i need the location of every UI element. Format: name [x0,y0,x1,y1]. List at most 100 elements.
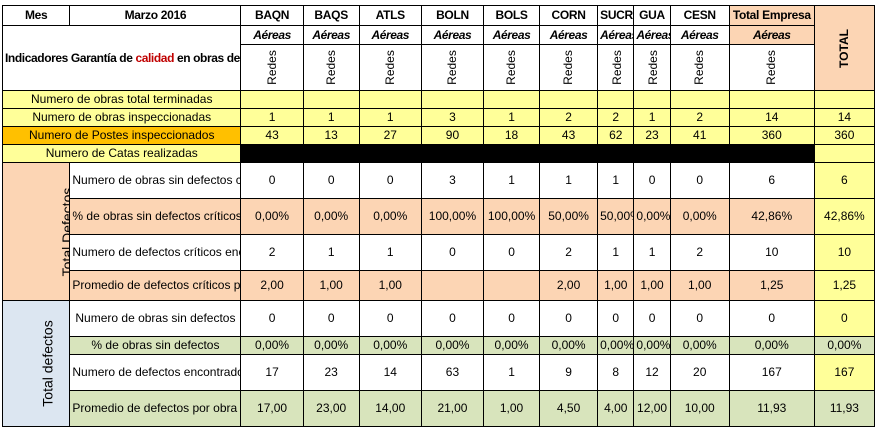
total-cell: 0 [813,300,876,337]
value-cell: 1 [483,108,541,127]
value-cell: 2,00 [539,270,599,301]
value-cell: 0 [302,300,360,337]
value-cell: 1 [597,234,635,271]
value-cell: 20 [669,354,730,391]
total-cell: 10 [813,234,876,271]
value-cell: 1,00 [669,270,730,301]
value-cell: 2 [240,234,304,271]
row-defectos-encontrados: Numero de defectos encontrados 17 23 14 … [3,354,876,391]
col-header-total: TOTAL [813,5,876,91]
section-title-text: Total Defectos Críticos para el Activo [59,187,70,276]
total-cell [813,144,876,163]
value-cell: 21,00 [420,390,485,427]
value-cell: 1,00 [633,270,671,301]
col-header-gua: GUA [633,5,671,26]
value-cell [728,144,815,163]
indicators-table: Mes Marzo 2016 BAQN BAQS ATLS BOLN BOLS … [1,5,876,427]
total-cell: 11,93 [813,390,876,427]
row-promedio-defectos-criticos: Promedio de defectos críticos por obra c… [3,270,876,301]
value-cell [597,90,635,109]
value-cell: 0 [539,300,599,337]
value-cell [483,270,541,301]
row-label: Numero de Postes inspeccionados [1,126,242,145]
total-cell: 14 [813,108,876,127]
row-obras-terminadas: Numero de obras total terminadas [1,90,876,109]
redes-label: Redes [609,50,624,85]
value-cell: 43 [539,126,599,145]
value-cell: 1 [633,234,671,271]
value-cell: 0 [633,162,671,199]
value-cell: 14 [358,354,422,391]
subheader-cell: Aéreas [420,25,485,45]
col-header-baqn: BAQN [240,5,304,26]
col-header-cesn: CESN [669,5,730,26]
value-cell: 360 [728,126,815,145]
redes-cell: Redes [483,44,541,91]
value-cell [302,90,360,109]
value-cell: 10 [728,234,815,271]
total-cell: 42,86% [813,198,876,235]
value-cell: 2,00 [240,270,304,301]
subheader-cell: Aéreas [240,25,304,45]
value-cell: 0,00% [483,336,541,355]
value-cell [669,144,730,163]
subheader-cell: Aéreas [633,25,671,45]
col-header-baqs: BAQS [302,5,360,26]
value-cell: 2 [669,108,730,127]
redes-row: Redes Redes Redes Redes Redes Redes Rede… [3,44,875,91]
value-cell: 42,86% [728,198,815,235]
redes-cell: Redes [728,44,815,91]
redes-label: Redes [504,50,519,85]
row-label: Promedio de defectos críticos por obra c… [69,270,242,301]
col-header-corn: CORN [539,5,599,26]
value-cell: 1 [240,108,304,127]
col-header-bols: BOLS [483,5,541,26]
redes-label: Redes [382,50,397,85]
redes-label: Redes [561,50,576,85]
value-cell: 1,00 [483,390,541,427]
value-cell: 0,00% [539,336,599,355]
row-label: Numero de Catas realizadas [1,144,242,163]
value-cell: 14 [728,108,815,127]
value-cell: 1 [539,162,599,199]
redes-label: Redes [646,50,661,85]
value-cell: 2 [539,108,599,127]
total-cell: 360 [813,126,876,145]
section-title-criticos: Total Defectos Críticos para el Activo [1,162,71,301]
value-cell: 4,00 [597,390,635,427]
value-cell: 62 [597,126,635,145]
value-cell [483,144,541,163]
redes-label: Redes [264,50,279,85]
row-obras-sin-defectos: Total defectos Numero de obras sin defec… [1,300,876,427]
value-cell: 4,50 [539,390,599,427]
row-pct-obras-sin-defectos-criticos: % de obras sin defectos críticos 0,00% 0… [3,198,876,235]
value-cell: 0,00% [240,336,304,355]
redes-cell: Redes [633,44,671,91]
value-cell [302,144,360,163]
row-label: % de obras sin defectos críticos [69,198,242,235]
value-cell: 41 [669,126,730,145]
value-cell [420,270,485,301]
header-row: Mes Marzo 2016 BAQN BAQS ATLS BOLN BOLS … [1,5,876,91]
value-cell: 23,00 [302,390,360,427]
value-cell: 12 [633,354,671,391]
value-cell: 0 [302,162,360,199]
value-cell: 23 [302,354,360,391]
redes-label: Redes [692,50,707,85]
value-cell: 1 [358,108,422,127]
value-cell: 2 [597,108,635,127]
value-cell: 50,00% [539,198,599,235]
value-cell: 14,00 [358,390,422,427]
value-cell: 0,00% [633,336,671,355]
row-obras-sin-defectos-criticos: Total Defectos Críticos para el Activo N… [1,162,876,301]
value-cell: 17,00 [240,390,304,427]
subheader-cell: Aéreas [597,25,635,45]
value-cell [728,90,815,109]
value-cell: 3 [420,162,485,199]
value-cell: 9 [539,354,599,391]
value-cell: 1 [358,234,422,271]
subheader-cell: Aéreas [483,25,541,45]
row-label: Numero de obras inspeccionadas [1,108,242,127]
value-cell: 3 [420,108,485,127]
total-cell [813,90,876,109]
